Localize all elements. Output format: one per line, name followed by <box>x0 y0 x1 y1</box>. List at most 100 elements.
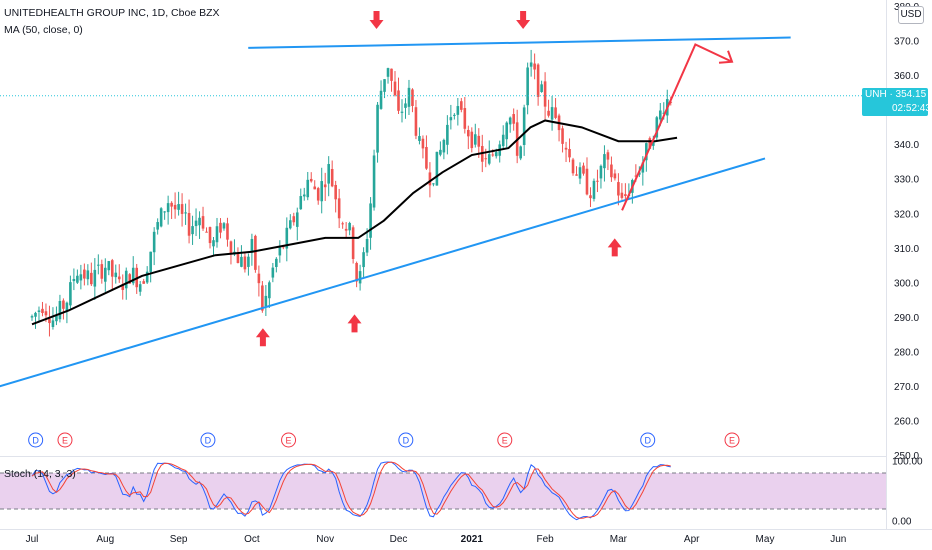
candle-body <box>561 128 564 144</box>
ma-legend[interactable]: MA (50, close, 0) <box>4 24 83 36</box>
candle-body <box>592 180 596 199</box>
candle-body <box>505 122 509 140</box>
candle-body <box>575 174 578 176</box>
candle-body <box>379 90 383 109</box>
dividend-marker <box>640 432 656 448</box>
candle-body <box>44 311 48 316</box>
stoch-tick-label: 0.00 <box>892 517 912 528</box>
candle-body <box>170 202 173 207</box>
candle-body <box>48 318 51 324</box>
candle-body <box>585 168 589 195</box>
event-marker-label: E <box>62 436 68 446</box>
stoch-k-line <box>31 461 671 521</box>
candle-body <box>278 247 282 256</box>
up-arrow <box>347 314 362 333</box>
candle-body <box>320 181 324 202</box>
candle-body <box>55 315 58 322</box>
time-tick-label: Feb <box>536 534 554 545</box>
time-tick-label: Dec <box>390 534 408 545</box>
candle-body <box>306 179 310 198</box>
candle-body <box>76 275 79 283</box>
price-tick-label: 330.0 <box>894 175 919 186</box>
projection-path <box>621 43 733 211</box>
candle-body <box>247 256 250 267</box>
candle-body <box>121 284 125 290</box>
candle-body <box>212 240 215 247</box>
candle-body <box>180 204 184 214</box>
candle-body <box>62 300 65 309</box>
candle-body <box>414 107 418 136</box>
candle-body <box>166 203 170 213</box>
earnings-marker <box>281 432 297 448</box>
stochastic-pane <box>0 461 886 521</box>
event-marker-label: D <box>403 436 410 446</box>
candle-body <box>261 285 264 311</box>
time-tick-label: Jul <box>26 534 39 545</box>
candle-body <box>358 271 362 284</box>
candle-body <box>571 159 575 174</box>
candle-body <box>501 134 505 147</box>
candle-body <box>582 165 585 174</box>
candle-body <box>397 90 400 111</box>
annotations <box>0 11 886 388</box>
candle-body <box>456 106 460 115</box>
candle-body <box>645 143 648 161</box>
candle-body <box>658 110 662 120</box>
candle-body <box>208 227 212 244</box>
time-tick-label: Sep <box>170 534 188 545</box>
candle-body <box>288 220 292 229</box>
candle-body <box>617 182 620 196</box>
candle-body <box>372 155 376 208</box>
down-arrow <box>516 11 531 29</box>
candle-body <box>72 278 76 282</box>
candles <box>30 49 673 337</box>
candle-body <box>432 183 435 185</box>
candle-body <box>271 267 275 278</box>
candle-body <box>37 310 41 312</box>
currency-button[interactable]: USD <box>898 6 924 24</box>
candle-body <box>376 104 379 153</box>
candle-body <box>69 282 72 306</box>
candle-body <box>131 267 135 284</box>
candle-body <box>243 256 247 270</box>
dividend-marker <box>28 432 44 448</box>
candle-body <box>407 87 411 107</box>
moving-average <box>31 119 678 326</box>
candle-body <box>194 220 198 227</box>
candle-body <box>460 101 463 110</box>
candle-body <box>386 68 390 77</box>
candle-body <box>421 138 425 149</box>
event-marker-label: E <box>729 436 735 446</box>
stoch-legend[interactable]: Stoch (14, 3, 3) <box>4 468 76 480</box>
upper-trendline <box>248 36 791 49</box>
stoch-tick-label: 100.00 <box>892 457 923 468</box>
candle-body <box>313 186 317 190</box>
candle-body <box>369 203 372 238</box>
up-arrow <box>607 238 622 257</box>
candle-body <box>97 264 100 266</box>
candle-body <box>484 158 488 160</box>
candle-body <box>295 212 299 227</box>
candle-body <box>467 129 470 137</box>
candle-body <box>215 226 219 243</box>
candle-body <box>418 136 421 141</box>
candle-body <box>522 107 526 146</box>
bar-countdown: 02:52:43 <box>892 103 931 114</box>
candle-body <box>634 175 638 177</box>
candle-body <box>613 173 617 179</box>
candle-body <box>285 227 289 249</box>
candle-body <box>163 211 166 213</box>
candle-body <box>491 154 495 156</box>
candle-body <box>100 264 104 279</box>
stoch-d-line <box>31 461 671 519</box>
time-axis[interactable]: Jul Aug Sep Oct Nov Dec 2021 Feb Mar Apr May Jun <box>26 534 847 545</box>
candle-body <box>536 64 540 97</box>
candle-body <box>487 154 491 164</box>
candle-body <box>362 252 365 268</box>
candle-body <box>229 241 233 255</box>
candle-body <box>550 107 554 120</box>
candle-body <box>512 114 515 124</box>
candle-body <box>529 62 533 67</box>
candle-body <box>526 67 529 106</box>
